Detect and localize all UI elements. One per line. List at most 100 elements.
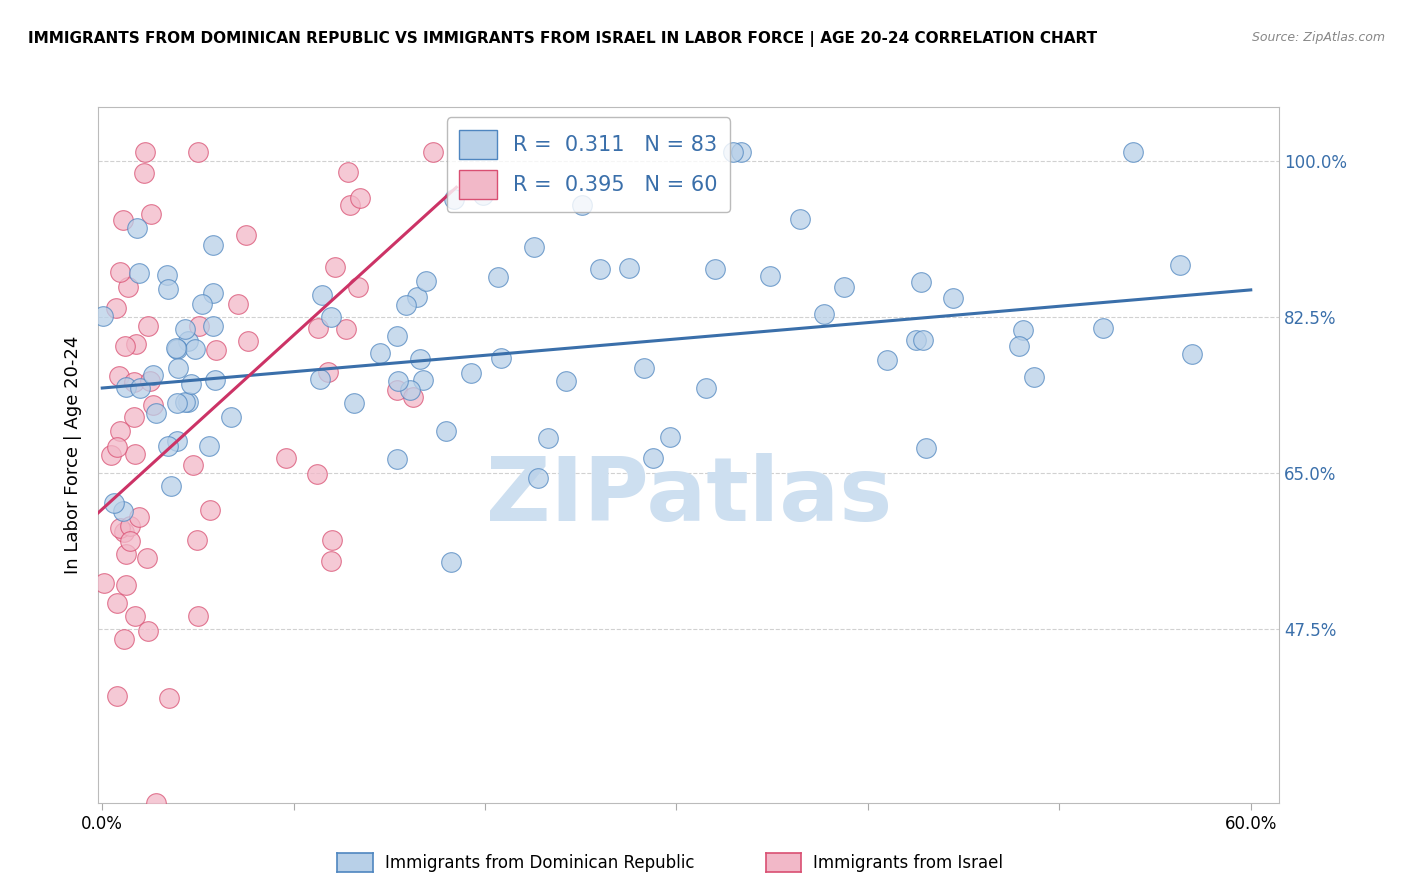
Point	[321, 533, 343, 547]
Point	[387, 374, 409, 388]
Point	[128, 266, 150, 280]
Point	[489, 351, 512, 366]
Point	[145, 796, 167, 810]
Point	[134, 145, 156, 159]
Point	[128, 510, 150, 524]
Point	[305, 467, 328, 482]
Point	[1180, 347, 1202, 361]
Point	[103, 496, 125, 510]
Point	[536, 431, 558, 445]
Point	[472, 187, 495, 202]
Point	[343, 396, 366, 410]
Point	[117, 279, 139, 293]
Point	[139, 207, 162, 221]
Point	[105, 596, 128, 610]
Point	[589, 261, 612, 276]
Point	[112, 212, 135, 227]
Point	[114, 339, 136, 353]
Point	[187, 608, 209, 623]
Point	[108, 265, 131, 279]
Text: Source: ZipAtlas.com: Source: ZipAtlas.com	[1251, 31, 1385, 45]
Point	[187, 318, 209, 333]
Point	[166, 361, 188, 376]
Point	[1022, 369, 1045, 384]
Point	[108, 521, 131, 535]
Point	[235, 228, 257, 243]
Point	[156, 282, 179, 296]
Point	[177, 334, 200, 348]
Point	[191, 297, 214, 311]
Point	[142, 368, 165, 382]
Point	[1122, 145, 1144, 159]
Point	[319, 554, 342, 568]
Point	[202, 285, 225, 300]
Point	[523, 240, 546, 254]
Point	[125, 220, 148, 235]
Point	[112, 632, 135, 647]
Point	[120, 533, 142, 548]
Point	[105, 689, 128, 703]
Point	[617, 260, 640, 275]
Point	[118, 519, 141, 533]
Point	[633, 361, 655, 376]
Point	[1011, 322, 1033, 336]
Point	[387, 384, 409, 398]
Point	[412, 373, 434, 387]
Point	[141, 398, 163, 412]
Point	[114, 379, 136, 393]
Point	[335, 322, 357, 336]
Point	[91, 309, 114, 323]
Point	[112, 524, 135, 539]
Point	[122, 375, 145, 389]
Point	[135, 550, 157, 565]
Point	[93, 575, 115, 590]
Point	[1092, 320, 1115, 334]
Point	[157, 439, 180, 453]
Point	[128, 381, 150, 395]
Legend: R =  0.311   N = 83, R =  0.395   N = 60: R = 0.311 N = 83, R = 0.395 N = 60	[447, 118, 730, 211]
Point	[395, 298, 418, 312]
Point	[174, 322, 197, 336]
Point	[311, 287, 333, 301]
Point	[308, 372, 330, 386]
Point	[399, 383, 422, 397]
Point	[912, 333, 935, 347]
Point	[166, 343, 188, 357]
Y-axis label: In Labor Force | Age 20-24: In Labor Force | Age 20-24	[65, 335, 83, 574]
Point	[276, 451, 298, 466]
Point	[910, 275, 932, 289]
Point	[159, 479, 181, 493]
Point	[721, 145, 744, 159]
Point	[555, 374, 578, 388]
Text: ZIPatlas: ZIPatlas	[486, 453, 891, 541]
Point	[704, 261, 727, 276]
Point	[402, 390, 425, 404]
Point	[641, 451, 664, 466]
Point	[434, 424, 457, 438]
Point	[409, 351, 432, 366]
Point	[100, 448, 122, 462]
Point	[1008, 339, 1031, 353]
Point	[166, 434, 188, 449]
Text: IMMIGRANTS FROM DOMINICAN REPUBLIC VS IMMIGRANTS FROM ISRAEL IN LABOR FORCE | AG: IMMIGRANTS FROM DOMINICAN REPUBLIC VS IM…	[28, 31, 1097, 47]
Point	[136, 319, 159, 334]
Point	[571, 198, 593, 212]
Point	[110, 424, 132, 438]
Point	[204, 373, 226, 387]
Point	[319, 310, 342, 324]
Point	[440, 555, 463, 569]
Point	[527, 471, 550, 485]
Point	[180, 376, 202, 391]
Point	[156, 268, 179, 283]
Point	[181, 458, 204, 473]
Point	[443, 192, 465, 206]
Point	[486, 270, 509, 285]
Point	[659, 430, 682, 444]
Point	[124, 609, 146, 624]
Point	[385, 328, 408, 343]
Point	[107, 368, 129, 383]
Point	[165, 341, 187, 355]
Point	[177, 394, 200, 409]
Point	[132, 166, 155, 180]
Point	[415, 274, 437, 288]
